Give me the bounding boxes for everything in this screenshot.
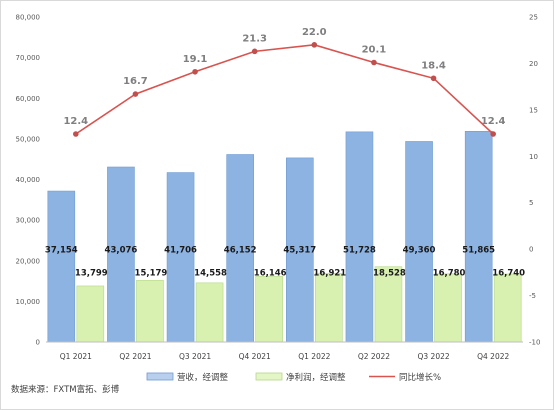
right-y-tick-label: 0 — [529, 246, 533, 254]
right-y-tick-label: 20 — [529, 60, 538, 68]
left-y-tick-label: 10,000 — [16, 298, 41, 306]
profit-bar — [76, 285, 105, 343]
profit-bar — [136, 280, 164, 343]
revenue-bar — [286, 157, 314, 343]
right-y-tick-label: -10 — [529, 339, 540, 347]
revenue-bar — [464, 130, 493, 343]
x-category-label: Q1 2022 — [298, 352, 330, 361]
revenue-value-label: 43,076 — [105, 246, 138, 256]
profit-value-label: 16,740 — [492, 268, 525, 278]
legend-swatch — [255, 372, 283, 381]
revenue-bar — [345, 131, 374, 343]
profit-value-label: 16,146 — [254, 268, 287, 278]
right-y-tick-label: -5 — [529, 292, 536, 300]
x-category-label: Q3 2022 — [417, 352, 449, 361]
profit-bar — [493, 273, 522, 343]
growth-value-label: 16.7 — [123, 76, 148, 87]
left-y-tick-label: 30,000 — [16, 217, 41, 225]
x-category-label: Q4 2022 — [477, 352, 509, 361]
growth-value-label: 20.1 — [362, 45, 387, 56]
right-y-tick-label: 10 — [529, 153, 538, 161]
revenue-value-label: 51,728 — [343, 246, 376, 256]
right-y-tick-label: 25 — [529, 14, 538, 22]
growth-point — [192, 68, 198, 75]
growth-value-label: 12.4 — [481, 116, 506, 127]
legend-label: 营收，经调整 — [177, 372, 229, 383]
right-y-tick-label: 15 — [529, 106, 538, 114]
x-axis-categories: Q1 2021 Q2 2021 Q3 2021 Q4 2021 Q1 2022 Q2 20… — [60, 352, 510, 361]
growth-value-label: 19.1 — [183, 54, 208, 65]
left-y-axis: 0 10,000 20,000 30,000 40,000 50,000 60,000 70,… — [16, 14, 41, 347]
legend-label: 同比增长% — [399, 372, 441, 383]
growth-point — [430, 75, 437, 82]
right-y-axis: -10 -5 0 5 10 15 20 25 — [529, 14, 540, 347]
left-y-tick-label: 70,000 — [16, 54, 41, 62]
growth-value-label: 18.4 — [421, 60, 446, 71]
profit-value-label: 16,780 — [433, 268, 466, 278]
growth-point — [251, 48, 258, 55]
revenue-value-label: 37,154 — [45, 246, 78, 256]
profit-value-label: 13,799 — [75, 268, 108, 278]
revenue-bar — [405, 141, 433, 343]
profit-bar — [374, 266, 403, 343]
profit-bar — [315, 272, 343, 343]
growth-point — [371, 59, 377, 66]
growth-value-label: 12.4 — [63, 116, 88, 127]
left-y-tick-label: 0 — [36, 339, 40, 347]
revenue-bar — [47, 190, 76, 343]
profit-value-label: 15,179 — [135, 268, 168, 278]
profit-value-label: 18,528 — [373, 268, 406, 278]
profit-bar — [434, 273, 462, 343]
left-y-tick-label: 60,000 — [16, 95, 41, 103]
profit-bar — [255, 276, 283, 343]
x-category-label: Q4 2021 — [239, 352, 271, 361]
revenue-bar — [107, 166, 135, 343]
revenue-bar — [166, 172, 195, 343]
growth-point — [132, 91, 139, 97]
legend-swatch — [146, 372, 174, 381]
revenue-value-label: 51,865 — [462, 246, 495, 256]
growth-value-label: 21.3 — [242, 33, 267, 44]
x-category-label: Q2 2021 — [119, 352, 151, 361]
growth-point — [73, 131, 79, 137]
source-note: 数据来源：FXTM富拓、彭博 — [11, 385, 120, 395]
growth-value-label: 22.0 — [302, 27, 327, 38]
growth-point — [311, 42, 318, 48]
legend-label: 净利润，经调整 — [286, 372, 346, 383]
growth-point — [490, 131, 496, 137]
legend: 营收，经调整 净利润，经调整 同比增长% — [146, 372, 441, 383]
profit-bar — [195, 282, 224, 343]
revenue-bar — [226, 154, 254, 343]
right-y-tick-label: 5 — [529, 199, 533, 207]
left-y-tick-label: 20,000 — [16, 257, 41, 265]
left-y-tick-label: 40,000 — [16, 176, 41, 184]
profit-value-label: 16,921 — [313, 268, 346, 278]
revenue-value-label: 46,152 — [224, 246, 257, 256]
left-y-tick-label: 50,000 — [16, 135, 41, 143]
x-category-label: Q3 2021 — [179, 352, 211, 361]
x-category-label: Q2 2022 — [358, 352, 390, 361]
profit-value-label: 14,558 — [194, 268, 227, 278]
revenue-value-label: 41,706 — [164, 246, 197, 256]
revenue-value-label: 45,317 — [283, 246, 316, 256]
left-y-tick-label: 80,000 — [16, 14, 41, 22]
bar-series: 37,154 13,799 43,076 15,179 41,706 14,558 46,1… — [45, 130, 525, 343]
growth-line — [75, 44, 494, 135]
x-category-label: Q1 2021 — [60, 352, 92, 361]
revenue-value-label: 49,360 — [403, 246, 436, 256]
growth-line-series: 12.4 16.7 19.1 21.3 22.0 20.1 18.4 12.4 — [63, 27, 506, 137]
